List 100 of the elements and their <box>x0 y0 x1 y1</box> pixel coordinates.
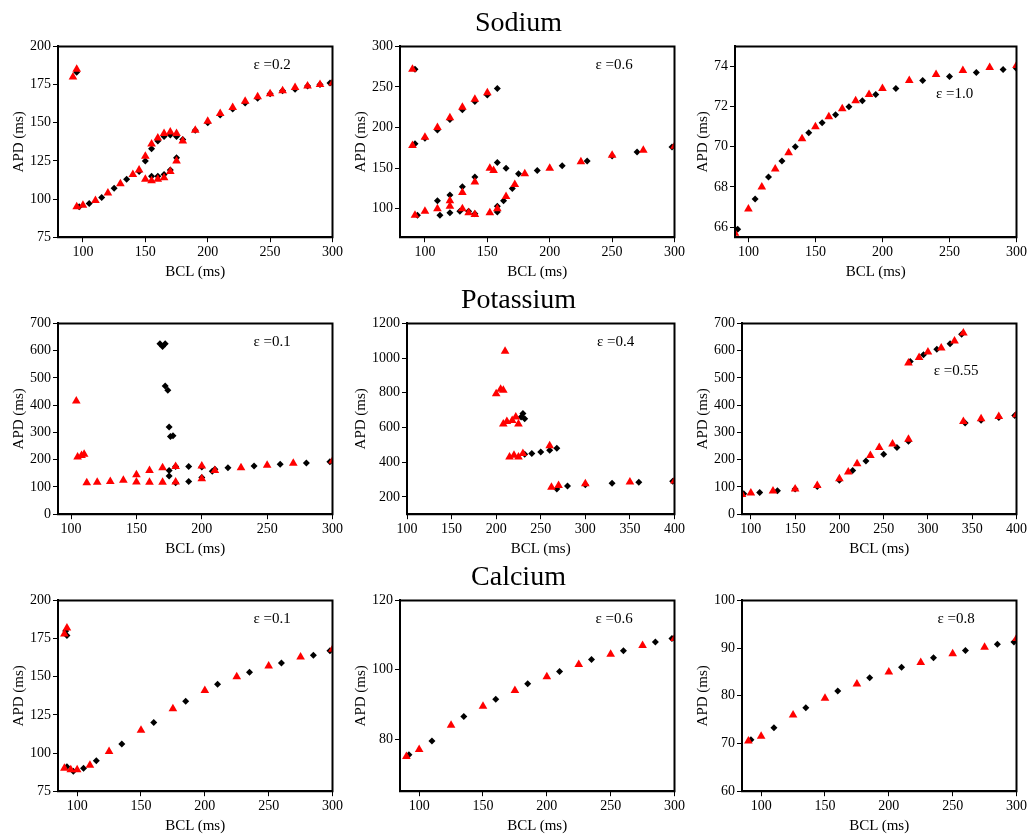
y-tick-label: 100 <box>714 592 735 608</box>
chart-title: Calcium <box>470 560 567 591</box>
y-axis-title: APD (ms) <box>9 665 27 727</box>
y-tick-label: 72 <box>714 98 728 114</box>
y-tick-label: 400 <box>379 453 400 469</box>
x-tick-label: 150 <box>134 244 156 260</box>
x-tick-label: 200 <box>828 521 850 537</box>
annotation: ε =0.1 <box>253 333 291 350</box>
y-tick-label: 500 <box>30 369 51 385</box>
chart-title: Sodium <box>473 6 564 37</box>
x-tick-label: 200 <box>197 244 219 260</box>
y-axis-title: APD (ms) <box>693 111 711 173</box>
x-tick-label: 200 <box>485 521 507 537</box>
x-tick-label: 100 <box>740 521 762 537</box>
y-tick-label: 300 <box>30 424 51 440</box>
x-tick-label: 200 <box>194 798 216 814</box>
annotation: ε =0.1 <box>253 610 291 627</box>
y-tick-label: 600 <box>379 419 400 435</box>
y-tick-label: 1000 <box>372 349 400 365</box>
y-axis-title: APD (ms) <box>351 388 369 450</box>
y-tick-label: 400 <box>714 396 735 412</box>
x-tick-label: 250 <box>942 798 964 814</box>
y-tick-label: 66 <box>714 218 728 234</box>
x-tick-label: 300 <box>322 521 343 537</box>
y-tick-label: 175 <box>30 630 51 646</box>
chart-title: Potassium <box>459 283 578 314</box>
x-tick-label: 300 <box>1006 798 1027 814</box>
y-tick-label: 200 <box>30 38 51 54</box>
x-axis-title: BCL (ms) <box>507 816 568 834</box>
y-tick-label: 100 <box>30 744 51 760</box>
x-tick-label: 300 <box>322 244 343 260</box>
x-tick-label: 150 <box>814 798 836 814</box>
y-tick-label: 150 <box>30 114 51 130</box>
y-tick-label: 300 <box>372 38 393 54</box>
y-tick-label: 120 <box>372 592 393 608</box>
x-tick-label: 100 <box>408 798 430 814</box>
y-tick-label: 100 <box>372 200 393 216</box>
y-tick-label: 150 <box>372 159 393 175</box>
annotation: ε =0.2 <box>253 56 291 73</box>
y-axis-title: APD (ms) <box>693 388 711 450</box>
y-tick-label: 200 <box>30 451 51 467</box>
x-tick-label: 400 <box>1006 521 1027 537</box>
x-tick-label: 100 <box>60 521 82 537</box>
x-tick-label: 100 <box>414 244 436 260</box>
x-axis-title: BCL (ms) <box>165 539 226 557</box>
y-tick-label: 175 <box>30 76 51 92</box>
y-tick-label: 700 <box>714 315 735 331</box>
x-tick-label: 150 <box>125 521 147 537</box>
y-tick-label: 200 <box>714 451 735 467</box>
x-tick-label: 150 <box>130 798 152 814</box>
x-tick-label: 250 <box>530 521 552 537</box>
y-tick-label: 600 <box>30 342 51 358</box>
y-tick-label: 60 <box>721 782 735 798</box>
x-axis-title: BCL (ms) <box>165 816 226 834</box>
annotation: ε =0.55 <box>933 362 979 379</box>
x-tick-label: 100 <box>66 798 88 814</box>
x-tick-label: 200 <box>191 521 213 537</box>
annotation: ε =1.0 <box>935 85 974 102</box>
y-tick-label: 300 <box>714 424 735 440</box>
y-tick-label: 74 <box>714 58 728 74</box>
y-tick-label: 150 <box>30 668 51 684</box>
x-tick-label: 150 <box>784 521 806 537</box>
y-tick-label: 250 <box>372 78 393 94</box>
y-tick-label: 80 <box>379 730 393 746</box>
x-tick-label: 250 <box>600 798 622 814</box>
x-tick-label: 200 <box>878 798 900 814</box>
y-tick-label: 200 <box>379 488 400 504</box>
y-tick-label: 400 <box>30 396 51 412</box>
x-tick-label: 300 <box>664 244 685 260</box>
y-tick-label: 125 <box>30 152 51 168</box>
y-axis-title: APD (ms) <box>351 665 369 727</box>
y-tick-label: 500 <box>714 369 735 385</box>
y-tick-label: 0 <box>728 505 735 521</box>
y-tick-label: 80 <box>721 687 735 703</box>
x-tick-label: 100 <box>750 798 772 814</box>
y-axis-title: APD (ms) <box>9 111 27 173</box>
y-tick-label: 75 <box>37 228 51 244</box>
x-axis-title: BCL (ms) <box>849 816 910 834</box>
x-tick-label: 100 <box>72 244 94 260</box>
y-tick-label: 90 <box>721 639 735 655</box>
x-tick-label: 250 <box>258 798 280 814</box>
x-tick-label: 250 <box>256 521 278 537</box>
x-tick-label: 250 <box>938 244 960 260</box>
x-tick-label: 400 <box>664 521 685 537</box>
x-tick-label: 150 <box>472 798 494 814</box>
x-tick-label: 150 <box>804 244 826 260</box>
x-tick-label: 200 <box>871 244 893 260</box>
x-tick-label: 200 <box>539 244 561 260</box>
x-axis-title: BCL (ms) <box>849 539 910 557</box>
x-tick-label: 100 <box>396 521 418 537</box>
x-tick-label: 300 <box>322 798 343 814</box>
y-tick-label: 100 <box>30 478 51 494</box>
y-tick-label: 800 <box>379 384 400 400</box>
y-tick-label: 125 <box>30 706 51 722</box>
y-tick-label: 75 <box>37 782 51 798</box>
annotation: ε =0.8 <box>937 610 975 627</box>
y-axis-title: APD (ms) <box>693 665 711 727</box>
x-tick-label: 300 <box>574 521 596 537</box>
x-axis-title: BCL (ms) <box>507 262 568 280</box>
y-tick-label: 600 <box>714 342 735 358</box>
